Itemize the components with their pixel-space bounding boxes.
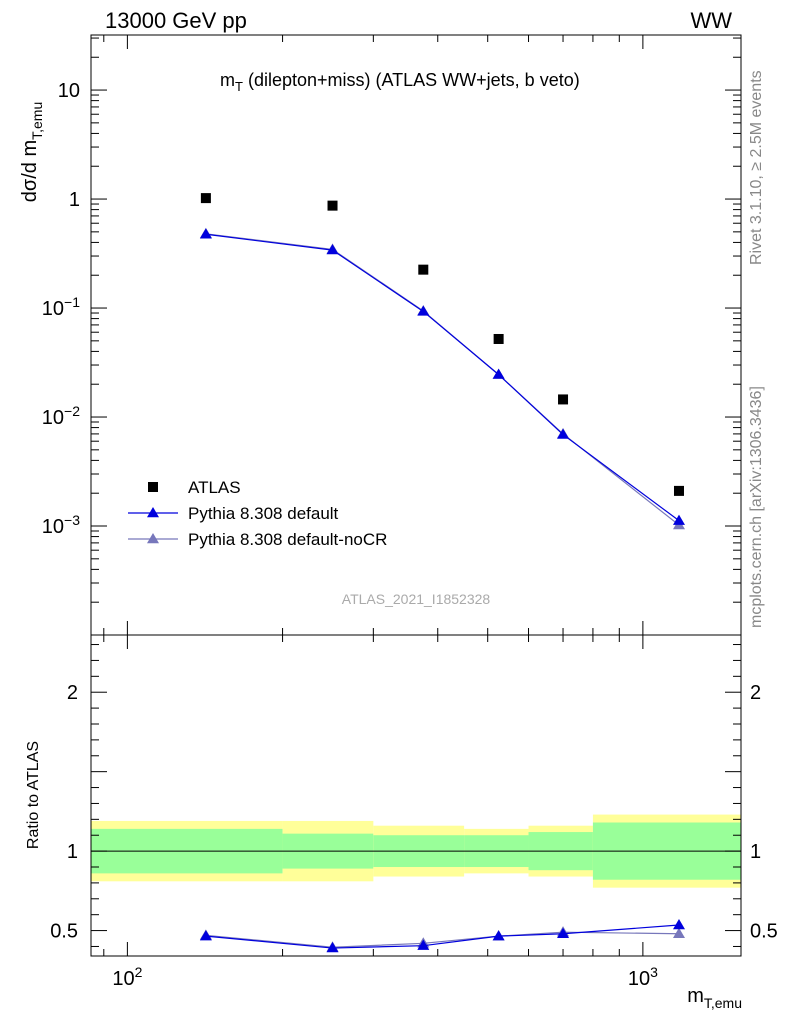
series-marker (417, 305, 430, 316)
ratio-y-tick-label-right: 1 (750, 841, 761, 863)
series-marker (326, 244, 339, 255)
data-point (558, 394, 569, 405)
y-tick-label: 10−2 (42, 403, 80, 429)
ratio-y-tick-label-right: 2 (750, 682, 761, 704)
x-axis-label-sub: T,emu (704, 995, 742, 1011)
series-marker (672, 514, 685, 525)
ratio-marker (199, 930, 212, 941)
main-series (199, 193, 685, 530)
legend-label: ATLAS (188, 478, 241, 497)
ratio-line (205, 931, 679, 948)
x-tick-label: 103 (628, 964, 658, 990)
header-right: WW (690, 8, 732, 33)
y-tick-label: 1 (69, 189, 80, 211)
ratio-y-tick-label: 2 (67, 682, 78, 704)
ratio-marker (672, 919, 685, 930)
legend-marker (147, 533, 159, 544)
ratio-y-tick-label-right: 0.5 (750, 921, 778, 943)
legend-marker (148, 482, 158, 492)
ratio-series (199, 919, 685, 953)
analysis-id: ATLAS_2021_I1852328 (342, 591, 491, 607)
ratio-line (205, 924, 680, 949)
legend: ATLAS Pythia 8.308 default Pythia 8.308 de… (128, 478, 387, 549)
data-point (493, 333, 504, 344)
ratio-y-tick-label: 0.5 (50, 921, 78, 943)
data-point (418, 264, 429, 275)
ratio-panel: 0.5 0.5 1 1 2 2 Ratio to ATLAS (25, 634, 778, 957)
ratio-marker (326, 942, 339, 953)
data-point (200, 193, 211, 204)
series-line (205, 233, 680, 526)
main-title-sub: T (235, 79, 243, 94)
legend-marker (147, 507, 159, 518)
legend-label: Pythia 8.308 default-noCR (188, 530, 387, 549)
y-tick-label: 10−1 (42, 294, 80, 320)
ratio-axis-ticks: 0.5 0.5 1 1 2 2 (50, 635, 778, 956)
x-tick-labels: 102 103 (112, 964, 658, 990)
x-axis-label-main: m (687, 985, 704, 1007)
ratio-y-label: Ratio to ATLAS (25, 741, 42, 849)
main-title-rest: (dilepton+miss) (ATLAS WW+jets, b veto) (243, 70, 580, 90)
y-tick-label: 10−3 (42, 512, 80, 538)
rivet-label: Rivet 3.1.10, ≥ 2.5M events (748, 70, 765, 265)
main-title-m: m (220, 70, 235, 90)
main-title: mT (dilepton+miss) (ATLAS WW+jets, b vet… (220, 70, 580, 94)
ratio-uncertainty-bands (91, 814, 741, 888)
y-axis-label-sub: T,emu (29, 102, 45, 140)
y-axis-label: dσ/d mT,emu (19, 102, 45, 203)
series-line (205, 233, 680, 522)
ratio-y-tick-label: 1 (67, 841, 78, 863)
ratio-marker (417, 939, 430, 950)
ratio-frame (90, 634, 742, 957)
mcplots-label: mcplots.cern.ch [arXiv:1306.3436] (748, 386, 765, 628)
legend-label: Pythia 8.308 default (188, 504, 339, 523)
series-marker (557, 428, 570, 439)
header-left: 13000 GeV pp (105, 8, 247, 33)
main-panel: 10 1 10−1 10−2 10−3 mT (dilepton+miss) (ATLA… (19, 34, 742, 636)
ratio-marker (672, 927, 685, 938)
series-marker (492, 368, 505, 379)
x-tick-label: 102 (112, 964, 142, 990)
ratio-marker (492, 930, 505, 941)
data-point (673, 485, 684, 496)
y-axis-label-main: dσ/d m (19, 140, 41, 202)
main-axis-ticks: 10 1 10−1 10−2 10−3 (42, 35, 741, 636)
ratio-marker (557, 927, 570, 938)
x-axis-label: mT,emu (687, 985, 742, 1011)
series-marker (199, 228, 212, 239)
data-point (327, 200, 338, 211)
y-tick-label: 10 (58, 80, 80, 102)
